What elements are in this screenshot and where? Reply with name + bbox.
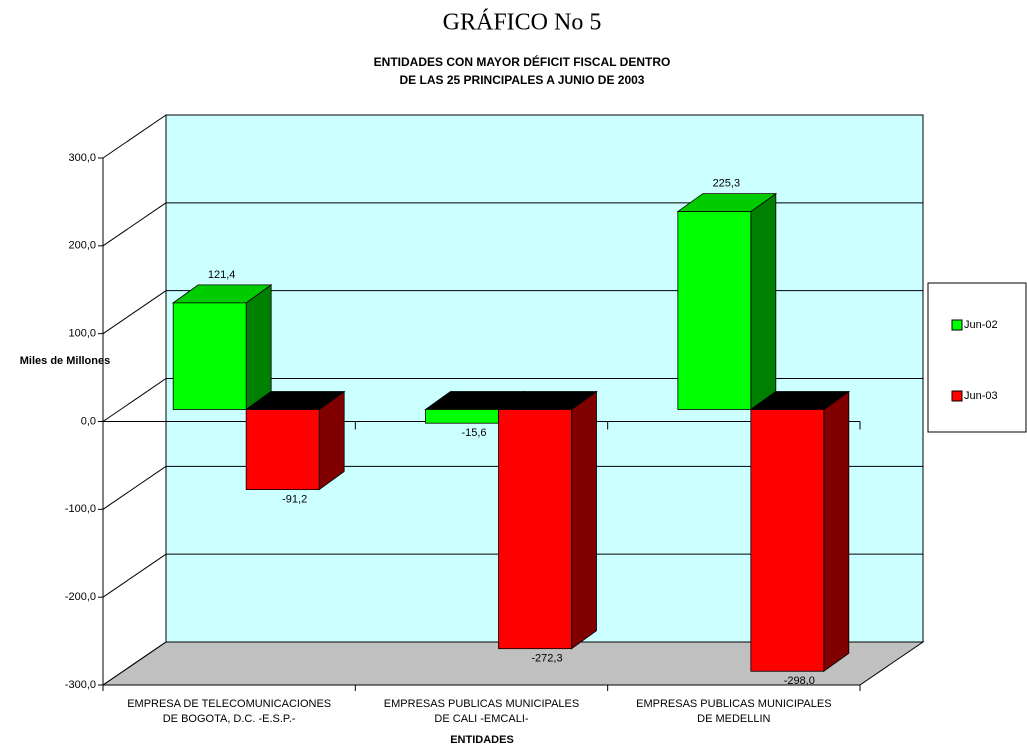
grid-line: [102, 641, 167, 686]
bar: [750, 409, 825, 672]
y-tick-label: 100,0: [68, 328, 96, 340]
x-axis-label: ENTIDADES: [450, 734, 514, 746]
x-tick-label: DE BOGOTA, D.C. -E.S.P.-: [163, 713, 296, 725]
y-axis-label: Miles de Millones: [20, 355, 110, 367]
grid-line: [102, 290, 167, 335]
chart-subtitle: ENTIDADES CON MAYOR DÉFICIT FISCAL DENTR…: [374, 54, 671, 69]
chart-title: GRÁFICO No 5: [443, 10, 602, 36]
bar-side: [750, 192, 777, 411]
y-tick-label: -200,0: [65, 591, 96, 603]
grid-line: [102, 465, 167, 510]
y-tick-label: -300,0: [65, 679, 96, 691]
value-label: -298,0: [784, 675, 815, 687]
y-tick-label: 200,0: [68, 240, 96, 252]
bar: [245, 409, 320, 491]
value-label: 121,4: [208, 269, 236, 281]
legend-swatch: [951, 319, 963, 331]
value-label: -91,2: [282, 494, 307, 506]
bar: [677, 211, 752, 410]
bar-side: [245, 284, 272, 411]
x-tick-label: DE CALI -EMCALI-: [434, 713, 528, 725]
legend-box: [927, 282, 1027, 433]
bar: [172, 302, 247, 410]
x-tick-label: EMPRESA DE TELECOMUNICACIONES: [127, 698, 331, 710]
bar: [425, 409, 499, 424]
grid-line: [102, 553, 167, 598]
x-tick-label: EMPRESAS PUBLICAS MUNICIPALES: [636, 698, 831, 710]
bar-side: [571, 390, 597, 650]
y-tick-label: -100,0: [65, 503, 96, 515]
y-tick-label: 300,0: [68, 152, 96, 164]
x-tick-label: DE MEDELLIN: [697, 713, 770, 725]
value-label: 225,3: [713, 178, 741, 190]
y-tick-label: 0,0: [81, 415, 96, 427]
value-label: -15,6: [461, 427, 486, 439]
bar-side: [823, 390, 850, 673]
legend-swatch: [951, 390, 963, 402]
grid-line: [102, 202, 167, 247]
bar: [498, 409, 572, 650]
value-label: -272,3: [531, 653, 562, 665]
chart-subtitle: DE LAS 25 PRINCIPALES A JUNIO DE 2003: [400, 73, 645, 87]
legend-label: Jun-02: [964, 319, 998, 331]
x-tick-label: EMPRESAS PUBLICAS MUNICIPALES: [384, 698, 579, 710]
grid-line: [102, 114, 167, 159]
grid-line: [102, 378, 167, 422]
legend-label: Jun-03: [964, 390, 998, 402]
